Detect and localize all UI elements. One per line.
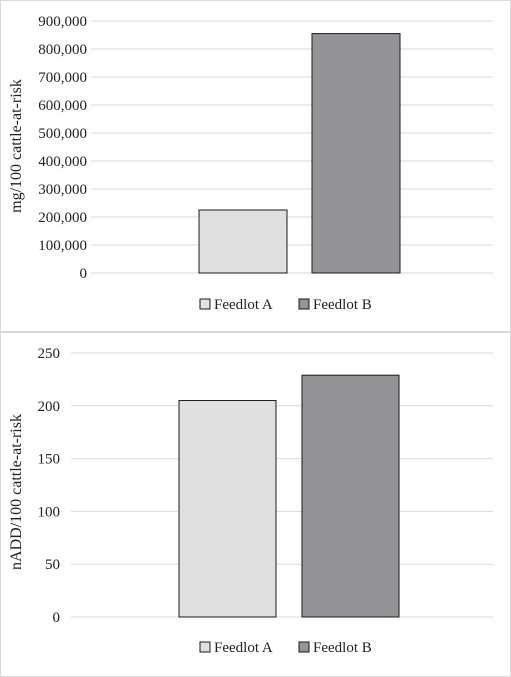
- legend-swatch: [298, 298, 310, 310]
- y-tick-label: 900,000: [38, 14, 87, 30]
- legend-label: Feedlot A: [214, 640, 273, 656]
- y-tick-label: 0: [80, 266, 88, 282]
- y-axis-label: mg/100 cattle-at-risk: [8, 79, 25, 213]
- y-tick-label: 600,000: [38, 98, 87, 114]
- y-axis-label: nADD/100 cattle-at-risk: [8, 414, 25, 570]
- y-tick-label: 200,000: [38, 210, 87, 226]
- bar-feedlot-b: [311, 33, 401, 274]
- y-tick-label: 250: [38, 346, 61, 362]
- legend-label: Feedlot B: [313, 297, 372, 313]
- y-tick-label: 400,000: [38, 154, 87, 170]
- y-tick-label: 100,000: [38, 238, 87, 254]
- y-tick-label: 700,000: [38, 70, 87, 86]
- y-tick-label: 150: [38, 452, 61, 468]
- y-tick-label: 50: [45, 557, 60, 573]
- y-tick-label: 200: [38, 399, 61, 415]
- legend-swatch: [199, 641, 211, 653]
- y-tick-label: 100: [38, 504, 61, 520]
- legend-swatch: [199, 298, 211, 310]
- bar-feedlot-b: [301, 374, 400, 618]
- y-tick-label: 0: [53, 610, 61, 626]
- chart-panel-nadd: nADD/100 cattle-at-risk 0 50 100 150 200 250 F…: [0, 332, 511, 677]
- y-tick-label: 800,000: [38, 42, 87, 58]
- bar-feedlot-a: [178, 400, 277, 618]
- bar-feedlot-a: [198, 209, 288, 274]
- y-tick-label: 300,000: [38, 182, 87, 198]
- y-tick-label: 500,000: [38, 126, 87, 142]
- chart-nadd-per-100-cattle: nADD/100 cattle-at-risk 0 50 100 150 200 250 F…: [8, 346, 493, 656]
- legend-swatch: [298, 641, 310, 653]
- chart-mg-per-100-cattle: mg/100 cattle-at-risk 0 100,000 200,000 300…: [8, 14, 493, 313]
- legend-label: Feedlot A: [214, 297, 273, 313]
- chart-panel-mg: mg/100 cattle-at-risk 0 100,000 200,000 300…: [0, 0, 511, 332]
- legend-label: Feedlot B: [313, 640, 372, 656]
